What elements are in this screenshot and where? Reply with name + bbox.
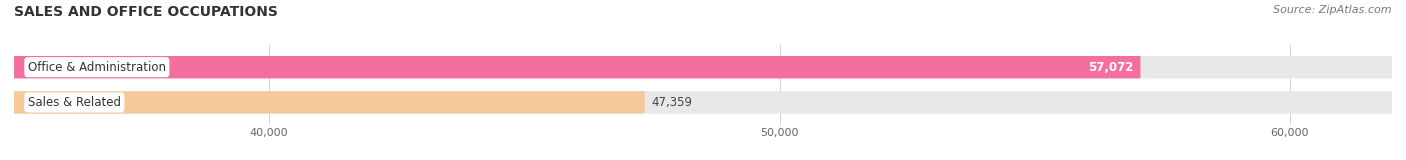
Text: 47,359: 47,359 [651,96,693,109]
Text: Office & Administration: Office & Administration [28,61,166,74]
FancyBboxPatch shape [14,56,1140,78]
Text: Sales & Related: Sales & Related [28,96,121,109]
FancyBboxPatch shape [14,56,1392,78]
Text: Source: ZipAtlas.com: Source: ZipAtlas.com [1274,5,1392,15]
FancyBboxPatch shape [14,91,645,114]
Text: SALES AND OFFICE OCCUPATIONS: SALES AND OFFICE OCCUPATIONS [14,5,278,19]
FancyBboxPatch shape [14,91,1392,114]
Text: 57,072: 57,072 [1088,61,1133,74]
